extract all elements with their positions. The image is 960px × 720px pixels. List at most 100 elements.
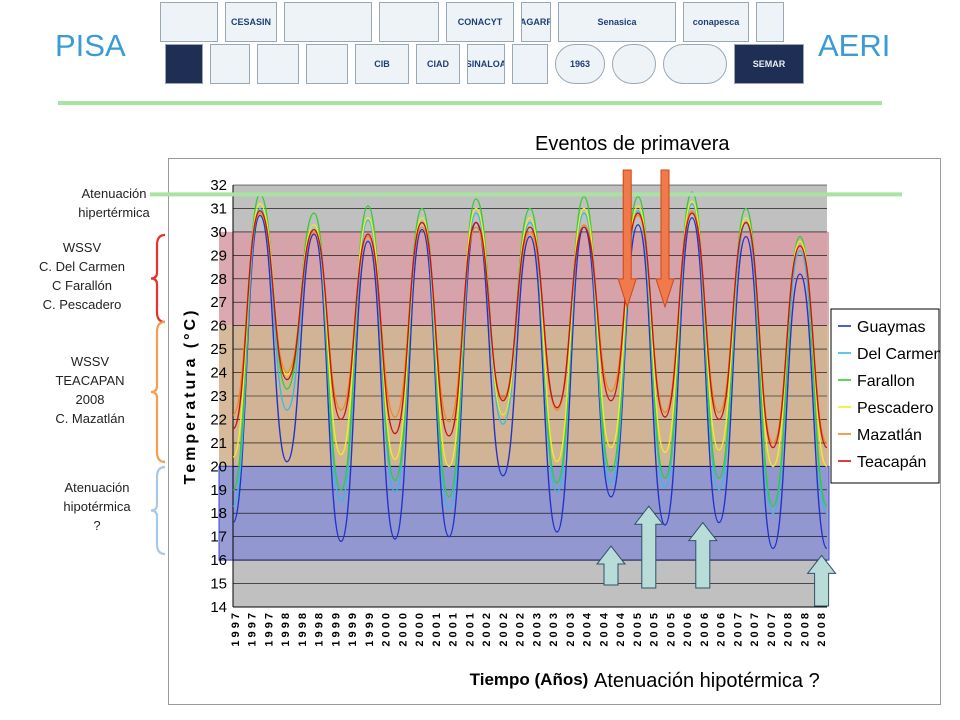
series-line-teacap-n [232, 210, 828, 449]
legend-label: Del Carmen [857, 346, 940, 363]
y-tick-label: 28 [210, 271, 227, 288]
x-tick-label: 2 0 0 8 [799, 613, 811, 647]
legend-label: Mazatlán [857, 427, 922, 444]
y-tick-label: 20 [210, 458, 227, 475]
x-tick-label: 2 0 0 5 [649, 613, 661, 647]
logo-semar: SEMAR [734, 44, 804, 84]
right-title: AERI [818, 28, 891, 63]
hypothermic-event-up-arrow [633, 505, 664, 589]
y-tick-label: 30 [210, 224, 227, 241]
logo-org-b9: 1963 [555, 44, 605, 84]
side-label-wssv-group-1: WSSV C. Del Carmen C Farallón C. Pescadero [20, 238, 144, 314]
logo-org-1 [160, 2, 218, 42]
y-tick-label: 25 [210, 341, 227, 358]
x-tick-label: 2 0 0 2 [498, 613, 510, 647]
bracket-wssv-group-1 [150, 233, 166, 324]
x-axis-title: Tiempo (Años) [470, 670, 589, 689]
y-tick-label: 14 [210, 599, 227, 616]
x-tick-label: 2 0 0 3 [531, 613, 543, 647]
logo-sinaloa: SINALOA [467, 44, 505, 84]
x-tick-label: 2 0 0 4 [615, 612, 627, 647]
side-label-line: hipotérmica [63, 499, 131, 514]
side-label-line: WSSV [62, 240, 102, 255]
logo-org-4 [379, 2, 439, 42]
x-tick-label: 2 0 0 0 [414, 613, 426, 647]
legend-label: Guaymas [857, 319, 925, 336]
x-tick-label: 2 0 0 7 [732, 613, 744, 647]
legend-label: Pescadero [857, 400, 934, 417]
x-tick-label: 2 0 0 0 [381, 613, 393, 647]
side-label-hyperthermic: Atenuación hipertérmica [62, 184, 166, 222]
x-tick-label: 1 9 9 7 [230, 613, 242, 647]
y-tick-label: 24 [210, 365, 227, 382]
side-label-line: 2008 [75, 392, 105, 407]
logo-strip-top: CESASIN CONACYTSAGARPASenasicaconapesca [160, 2, 784, 42]
side-label-line: C. Pescadero [42, 297, 122, 312]
x-tick-label: 2 0 0 7 [749, 613, 761, 647]
y-tick-label: 17 [210, 529, 227, 546]
x-tick-label: 2 0 0 2 [481, 613, 493, 647]
bracket-wssv-group-2 [150, 320, 166, 464]
spring-events-label: Eventos de primavera [535, 133, 730, 155]
y-tick-label: 22 [210, 411, 227, 428]
x-tick-label: 2 0 0 1 [464, 613, 476, 647]
logo-org-b3 [257, 44, 299, 84]
spring-event-down-arrow [617, 169, 637, 309]
legend-box [830, 308, 940, 484]
y-tick-label: 29 [210, 247, 227, 264]
logo-cib: CIB [355, 44, 409, 84]
x-tick-label: 1 9 9 7 [263, 613, 275, 647]
x-tick-label: 2 0 0 2 [515, 613, 527, 647]
x-tick-label: 2 0 0 3 [548, 613, 560, 647]
side-label-line: hipertérmica [78, 205, 150, 220]
series-line-guaymas [232, 214, 828, 550]
logo-org-9 [756, 2, 784, 42]
side-label-line: Atenuación [64, 480, 130, 495]
side-label-line: WSSV [70, 354, 110, 369]
y-tick-label: 19 [210, 482, 227, 499]
x-tick-label: 1 9 9 9 [364, 613, 376, 647]
logo-org-b10 [612, 44, 656, 84]
logo-org-b4 [306, 44, 348, 84]
x-tick-label: 2 0 0 1 [448, 613, 460, 647]
y-tick-label: 16 [210, 552, 227, 569]
bracket-hypothermic [150, 465, 166, 556]
header-divider [58, 101, 882, 105]
hypothermic-events-label: Atenuación hipotérmica ? [594, 670, 820, 692]
side-label-wssv-group-2: WSSV TEACAPAN 2008 C. Mazatlán [30, 352, 150, 428]
y-tick-label: 32 [210, 177, 227, 194]
temperature-chart: 14 15 16 17 18 19 20 21 22 23 24 25 26 27 28 29 30 31 32 1 … [182, 177, 942, 689]
x-tick-label: 2 0 0 6 [716, 613, 728, 647]
logo-conapesca: conapesca [683, 2, 749, 42]
chart-frame: 14 15 16 17 18 19 20 21 22 23 24 25 26 27 28 29 30 31 32 1 … [168, 158, 942, 705]
x-tick-label: 2 0 0 6 [699, 613, 711, 647]
hypothermic-event-up-arrow [687, 521, 718, 589]
x-tick-label: 2 0 0 4 [582, 612, 594, 647]
side-label-line: TEACAPAN [55, 373, 125, 388]
y-axis-title: Temperatura (°C) [182, 308, 199, 485]
y-tick-label: 26 [210, 318, 227, 335]
side-label-line: Atenuación [81, 186, 147, 201]
x-tick-label: 1 9 9 7 [247, 613, 259, 647]
x-tick-label: 2 0 0 1 [431, 613, 443, 647]
x-tick-label: 1 9 9 9 [347, 613, 359, 647]
x-tick-label: 2 0 0 7 [766, 613, 778, 647]
logo-ciad: CIAD [416, 44, 460, 84]
y-tick-label: 31 [210, 200, 227, 217]
x-tick-label: 2 0 0 8 [783, 613, 795, 647]
logo-senasica: Senasica [558, 2, 676, 42]
x-tick-label: 1 9 9 8 [297, 613, 309, 647]
y-tick-label: 27 [210, 294, 227, 311]
x-tick-label: 2 0 0 5 [632, 613, 644, 647]
x-tick-label: 1 9 9 8 [280, 613, 292, 647]
x-tick-label: 2 0 0 3 [565, 613, 577, 647]
hypothermic-event-up-arrow [595, 545, 627, 586]
side-label-line: ? [93, 518, 101, 533]
x-tick-label: 2 0 0 8 [816, 613, 828, 647]
side-label-line: C. Mazatlán [55, 411, 125, 426]
logo-strip-bottom: CIB CIAD SINALOA 1963 SEMAR [165, 44, 804, 84]
x-tick-label: 2 0 0 0 [397, 613, 409, 647]
side-label-line: C Farallón [52, 278, 112, 293]
logo-org-b2 [210, 44, 250, 84]
